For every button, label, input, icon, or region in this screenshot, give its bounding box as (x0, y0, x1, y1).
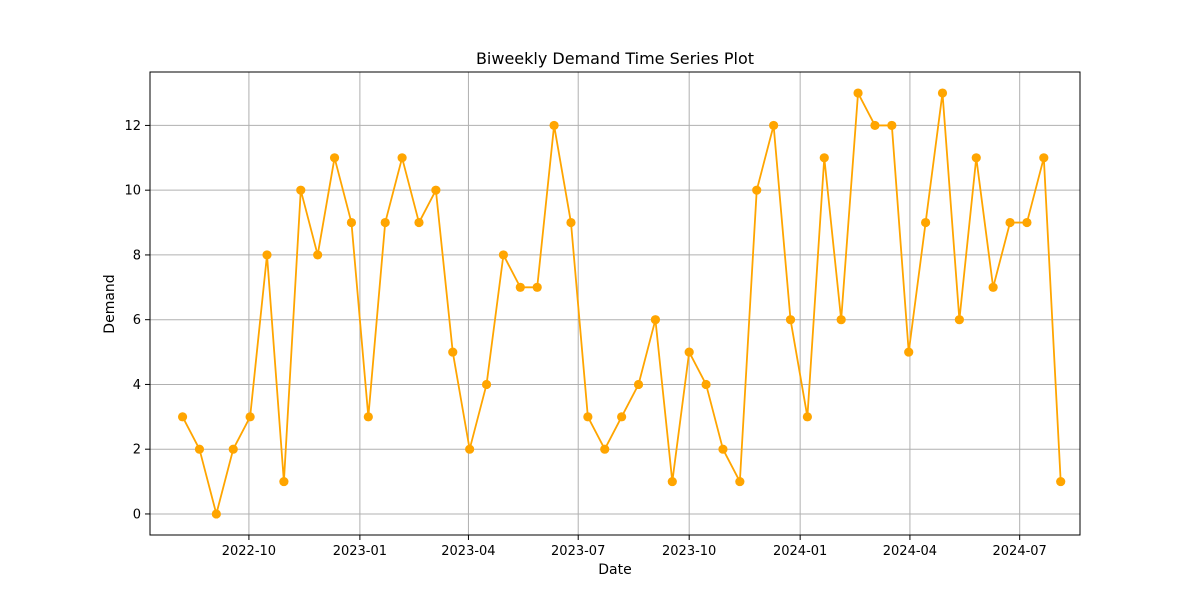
y-tick-label: 2 (133, 443, 141, 458)
data-point (194, 444, 205, 454)
y-tick-label: 6 (133, 313, 141, 328)
data-point (1039, 153, 1049, 163)
data-point (937, 88, 948, 98)
x-tick-label: 2024-04 (883, 544, 937, 559)
x-tick-label: 2023-07 (551, 544, 605, 559)
y-tick-label: 8 (133, 248, 141, 263)
data-point (836, 315, 846, 325)
data-point (465, 444, 475, 454)
data-point (769, 120, 779, 131)
data-point (819, 153, 829, 163)
data-point (667, 476, 677, 487)
data-point (600, 444, 610, 454)
chart-title: Biweekly Demand Time Series Plot (476, 49, 754, 68)
x-tick-label: 2023-10 (662, 544, 716, 559)
data-point (515, 282, 525, 292)
y-tick-label: 10 (124, 184, 141, 199)
data-point (684, 347, 694, 357)
data-point (363, 412, 373, 422)
data-point (701, 379, 711, 390)
data-point (566, 217, 576, 228)
data-point (904, 347, 914, 357)
x-tick-label: 2023-01 (333, 544, 387, 559)
data-point (380, 217, 390, 228)
data-point (228, 444, 238, 454)
data-point (887, 120, 897, 131)
data-point (296, 185, 306, 195)
data-point (718, 444, 728, 454)
x-tick-label: 2024-07 (993, 544, 1047, 559)
data-point (1005, 217, 1015, 228)
y-tick-label: 12 (124, 119, 141, 134)
data-point (397, 153, 407, 163)
x-axis: 2022-10 2023-01 2023-04 2023-07 2023-10 2024-… (222, 535, 1047, 559)
data-point (414, 217, 424, 228)
data-point (1056, 476, 1066, 487)
y-tick-label: 0 (133, 507, 141, 522)
data-point (870, 120, 880, 131)
data-point (583, 412, 593, 422)
data-point (245, 412, 255, 422)
x-tick-label: 2023-04 (441, 544, 495, 559)
data-point (617, 412, 627, 422)
x-axis-label: Date (598, 562, 631, 578)
data-point (448, 347, 458, 357)
data-point (498, 250, 509, 260)
y-axis: 0 2 4 6 8 10 12 (124, 119, 150, 522)
grid (150, 72, 1080, 535)
data-point (650, 315, 661, 325)
data-point (633, 379, 644, 390)
data-point (971, 153, 981, 163)
plot-area (149, 71, 1081, 536)
data-series (177, 88, 1066, 519)
data-point (921, 217, 931, 228)
data-point (549, 120, 559, 131)
x-tick-label: 2022-10 (222, 544, 276, 559)
data-point (346, 217, 357, 228)
data-point (752, 185, 762, 195)
data-point (481, 379, 492, 390)
data-point (735, 476, 745, 487)
data-point (177, 412, 188, 422)
data-point (211, 509, 221, 519)
y-axis-label: Demand (102, 274, 118, 333)
data-point (329, 153, 340, 163)
data-point (1022, 217, 1032, 228)
data-point (954, 315, 964, 325)
data-point (802, 412, 812, 422)
x-tick-label: 2024-01 (773, 544, 827, 559)
data-point (262, 250, 272, 260)
data-point (532, 282, 542, 292)
data-point (313, 250, 323, 260)
data-point (853, 88, 863, 98)
data-point (431, 185, 441, 195)
data-point (988, 282, 998, 292)
data-point (785, 315, 796, 325)
data-point (279, 476, 289, 487)
y-tick-label: 4 (133, 378, 141, 393)
